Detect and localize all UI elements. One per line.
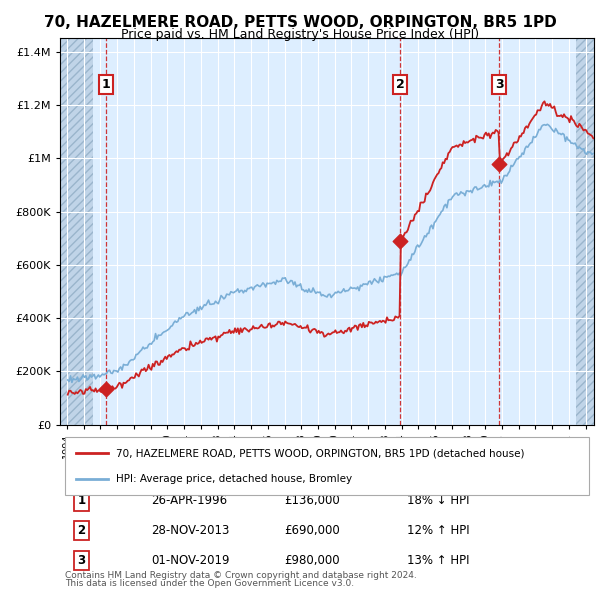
Text: 70, HAZELMERE ROAD, PETTS WOOD, ORPINGTON, BR5 1PD (detached house): 70, HAZELMERE ROAD, PETTS WOOD, ORPINGTO…	[116, 448, 524, 458]
Text: 70, HAZELMERE ROAD, PETTS WOOD, ORPINGTON, BR5 1PD: 70, HAZELMERE ROAD, PETTS WOOD, ORPINGTO…	[44, 15, 556, 30]
Bar	[576, 38, 594, 425]
Text: 2: 2	[396, 78, 404, 91]
Text: 26-APR-1996: 26-APR-1996	[151, 494, 227, 507]
Text: Contains HM Land Registry data © Crown copyright and database right 2024.: Contains HM Land Registry data © Crown c…	[65, 572, 417, 581]
Text: 01-NOV-2019: 01-NOV-2019	[151, 554, 229, 567]
Text: 28-NOV-2013: 28-NOV-2013	[151, 524, 229, 537]
Bar	[60, 38, 94, 425]
Text: 13% ↑ HPI: 13% ↑ HPI	[407, 554, 470, 567]
Text: 1: 1	[101, 78, 110, 91]
Point	[395, 236, 405, 245]
Text: 12% ↑ HPI: 12% ↑ HPI	[407, 524, 470, 537]
Text: 1: 1	[77, 494, 85, 507]
Text: £690,000: £690,000	[284, 524, 340, 537]
Text: 3: 3	[77, 554, 85, 567]
Text: 18% ↓ HPI: 18% ↓ HPI	[407, 494, 470, 507]
Point	[494, 159, 504, 168]
Text: £136,000: £136,000	[284, 494, 340, 507]
Point	[101, 384, 110, 394]
Text: £980,000: £980,000	[284, 554, 340, 567]
Text: This data is licensed under the Open Government Licence v3.0.: This data is licensed under the Open Gov…	[65, 579, 355, 588]
Text: Price paid vs. HM Land Registry's House Price Index (HPI): Price paid vs. HM Land Registry's House …	[121, 28, 479, 41]
Text: 3: 3	[495, 78, 503, 91]
FancyBboxPatch shape	[65, 437, 589, 495]
Text: HPI: Average price, detached house, Bromley: HPI: Average price, detached house, Brom…	[116, 474, 352, 484]
Text: 2: 2	[77, 524, 85, 537]
